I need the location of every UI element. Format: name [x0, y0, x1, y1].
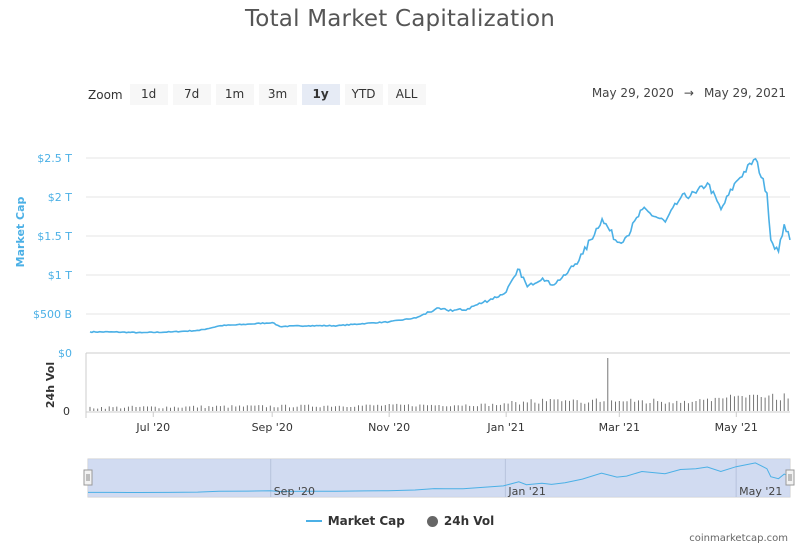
zoom-7d-button[interactable]: 7d	[172, 84, 211, 105]
navigator-label: Jan '21	[507, 485, 545, 498]
circle-icon	[426, 515, 438, 527]
navigator-left-handle[interactable]	[83, 469, 93, 486]
zoom-bar: Zoom 1d 7d 1m 3m 1y YTD ALL	[88, 84, 426, 105]
y-tick-label: $2.5 T	[37, 152, 72, 165]
grid-layer	[86, 157, 790, 315]
zoom-1m-button[interactable]: 1m	[215, 84, 254, 105]
volume-axis-title: 24h Vol	[44, 362, 57, 408]
x-tick-label: Jan '21	[486, 421, 524, 434]
y-tick-label: $0	[58, 347, 72, 360]
navigator[interactable]: Sep '20 Jan '21 May '21	[83, 458, 795, 498]
legend-label-24h-vol: 24h Vol	[443, 514, 495, 528]
zoom-3m-button[interactable]: 3m	[258, 84, 297, 105]
legend-item-24h-vol[interactable]: 24h Vol	[426, 514, 495, 528]
x-tick-label: Jul '20	[135, 421, 170, 434]
date-range-to[interactable]: May 29, 2021	[703, 86, 786, 100]
legend-item-market-cap[interactable]: Market Cap	[305, 514, 405, 528]
legend: Market Cap 24h Vol	[0, 514, 800, 528]
source-credit: coinmarketcap.com	[689, 533, 788, 544]
x-axis: Jul '20 Sep '20 Nov '20 Jan '21 Mar '21 May '…	[135, 412, 758, 434]
volume-tick-label: 0	[63, 405, 70, 418]
zoom-ytd-button[interactable]: YTD	[344, 84, 383, 105]
navigator-line	[88, 462, 791, 494]
y-tick-label: $2 T	[48, 191, 72, 204]
x-tick-label: Sep '20	[252, 421, 293, 434]
navigator-label: May '21	[739, 485, 782, 498]
navigator-labels: Sep '20 Jan '21 May '21	[274, 485, 783, 498]
navigator-label: Sep '20	[274, 485, 315, 498]
y-tick-label: $1.5 T	[37, 230, 72, 243]
zoom-1d-button[interactable]: 1d	[129, 84, 168, 105]
zoom-all-button[interactable]: ALL	[387, 84, 426, 105]
navigator-right-handle[interactable]	[785, 469, 795, 486]
market-cap-chart[interactable]: $0$500 B$1 T$1.5 T$2 T$2.5 T Market Cap …	[0, 0, 800, 510]
volume-bars	[89, 358, 789, 411]
x-tick-label: Mar '21	[599, 421, 640, 434]
zoom-1y-button[interactable]: 1y	[301, 84, 340, 105]
y-axis: $0 $500 B $1 T $1.5 T $2 T $2.5 T	[33, 152, 72, 360]
x-tick-label: Nov '20	[368, 421, 410, 434]
x-tick-label: May '21	[715, 421, 758, 434]
date-range: May 29, 2020 → May 29, 2021	[592, 86, 786, 100]
y-tick-label: $1 T	[48, 269, 72, 282]
y-tick-label: $500 B	[33, 308, 72, 321]
arrow-right-icon: →	[683, 86, 694, 100]
line-icon	[305, 520, 322, 522]
zoom-label: Zoom	[88, 87, 123, 102]
y-axis-title: Market Cap	[14, 197, 27, 268]
market-cap-line	[89, 157, 791, 334]
chart-title: Total Market Capitalization	[244, 6, 556, 32]
navigator-selection[interactable]	[88, 459, 790, 497]
legend-label-market-cap: Market Cap	[327, 514, 405, 528]
date-range-from[interactable]: May 29, 2020	[591, 86, 674, 100]
